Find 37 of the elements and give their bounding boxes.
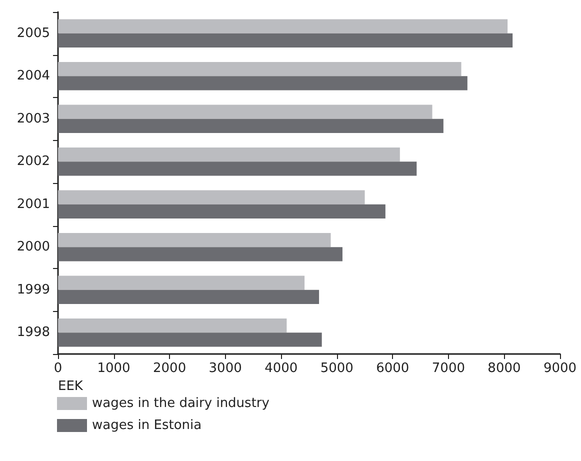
x-tick-label: 4000 [264, 361, 298, 376]
y-tick-label: 2003 [16, 111, 50, 126]
bar [58, 318, 287, 333]
x-tick-label: 9000 [543, 361, 577, 376]
x-tick-label: 7000 [432, 361, 465, 376]
x-tick-label: 0 [54, 361, 62, 376]
bar [58, 204, 386, 218]
x-tick-label: 5000 [320, 361, 354, 376]
bar [58, 276, 305, 290]
bar [58, 118, 444, 133]
bar [58, 247, 342, 262]
x-tick-label: 3000 [208, 361, 242, 376]
y-tick-label: 2001 [16, 196, 50, 212]
y-tick-label: 1998 [16, 325, 50, 340]
x-tick-label: 8000 [488, 361, 521, 376]
y-tick-label: 2000 [16, 240, 50, 255]
bar [58, 233, 331, 248]
bar [58, 33, 513, 48]
y-tick-label: 2005 [16, 26, 50, 41]
bar [58, 290, 320, 304]
bar [58, 190, 365, 204]
x-tick-label: 6000 [376, 361, 410, 376]
x-axis-title: EEK [58, 379, 84, 394]
bar [58, 162, 417, 176]
y-tick-label: 2002 [16, 154, 50, 170]
x-tick-label: 2000 [153, 361, 186, 376]
bar [58, 104, 432, 119]
y-tick-label: 1999 [16, 282, 50, 298]
bar [58, 148, 400, 162]
bar [58, 76, 468, 90]
bar [58, 62, 462, 76]
legend-label: wages in the dairy industry [92, 396, 270, 411]
legend-label: wages in Estonia [92, 418, 202, 433]
x-tick-label: 1000 [97, 361, 130, 376]
bar [58, 332, 322, 347]
bar [58, 19, 508, 34]
y-tick-label: 2004 [16, 68, 50, 84]
